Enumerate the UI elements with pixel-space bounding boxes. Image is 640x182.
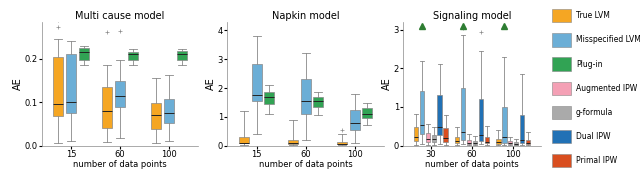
Bar	[552, 106, 571, 119]
Bar	[552, 154, 571, 167]
Title: Multi cause model: Multi cause model	[76, 11, 164, 21]
Text: True LVM: True LVM	[576, 11, 610, 20]
Bar	[252, 64, 262, 101]
Bar	[164, 99, 174, 123]
Bar	[301, 79, 310, 114]
Bar	[552, 33, 571, 47]
Bar	[461, 88, 465, 140]
Bar	[431, 135, 436, 142]
Bar	[102, 87, 112, 128]
Title: Signaling model: Signaling model	[433, 11, 511, 21]
Bar	[177, 51, 187, 60]
Bar	[520, 115, 524, 143]
Bar	[79, 48, 88, 60]
Y-axis label: AE: AE	[13, 77, 23, 90]
Text: Plug-in: Plug-in	[576, 60, 602, 69]
Bar	[420, 91, 424, 134]
Bar	[502, 107, 506, 143]
Bar	[484, 137, 489, 143]
Bar	[115, 81, 125, 107]
X-axis label: number of data points: number of data points	[425, 160, 519, 169]
Bar	[552, 58, 571, 71]
Bar	[66, 54, 76, 113]
Y-axis label: AE: AE	[382, 77, 392, 90]
X-axis label: number of data points: number of data points	[73, 160, 167, 169]
Bar	[239, 137, 249, 143]
Bar	[128, 52, 138, 60]
Y-axis label: AE: AE	[206, 77, 216, 90]
Bar	[413, 127, 418, 141]
Bar	[473, 141, 477, 144]
Bar	[349, 110, 360, 130]
Bar	[152, 103, 161, 129]
Bar	[514, 142, 518, 145]
Bar	[438, 95, 442, 135]
Bar	[455, 137, 460, 143]
Bar	[426, 133, 430, 142]
Bar	[337, 142, 347, 145]
Bar	[526, 140, 531, 144]
Bar	[552, 130, 571, 143]
Bar	[496, 139, 500, 144]
Bar	[53, 57, 63, 116]
X-axis label: number of data points: number of data points	[259, 160, 353, 169]
Text: Primal IPW: Primal IPW	[576, 156, 617, 165]
Bar	[288, 141, 298, 144]
Text: Augmented IPW: Augmented IPW	[576, 84, 637, 93]
Text: g-formula: g-formula	[576, 108, 613, 117]
Text: Dual IPW: Dual IPW	[576, 132, 611, 141]
Bar	[467, 140, 471, 144]
Bar	[264, 92, 275, 104]
Bar	[479, 99, 483, 141]
Title: Napkin model: Napkin model	[272, 11, 339, 21]
Bar	[508, 141, 513, 145]
Text: Misspecified LVM: Misspecified LVM	[576, 35, 640, 44]
Bar	[552, 82, 571, 95]
Bar	[552, 9, 571, 22]
Bar	[362, 108, 372, 118]
Bar	[314, 97, 323, 107]
Bar	[444, 128, 448, 142]
